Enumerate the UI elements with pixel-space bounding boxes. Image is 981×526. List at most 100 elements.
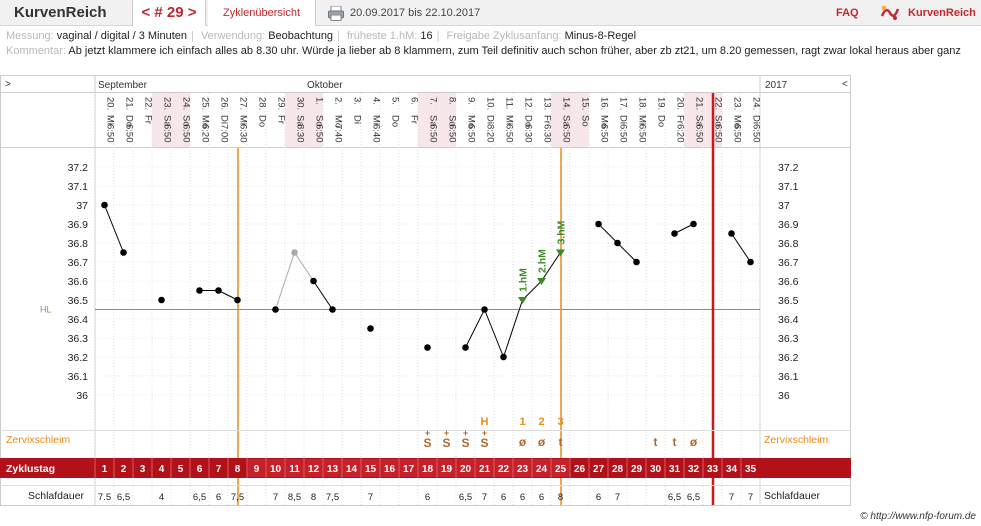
top-bar: KurvenReich < # 29 > Zyklenübersicht 20.… <box>0 0 981 26</box>
cycle-day-number[interactable]: 26 <box>574 464 586 475</box>
cycle-day-number[interactable]: 23 <box>517 464 529 475</box>
cycle-day-number[interactable]: 24 <box>536 464 548 475</box>
cycle-day-number[interactable]: 15 <box>365 464 377 475</box>
brand-title[interactable]: KurvenReich <box>14 4 107 21</box>
temperature-point[interactable] <box>291 249 298 256</box>
weekday-label: Mo <box>333 115 344 128</box>
y-tick-label-right: 37 <box>778 200 790 212</box>
temperature-point[interactable] <box>196 287 203 294</box>
sleep-value: 6,5 <box>193 492 206 503</box>
cycle-day-number[interactable]: 31 <box>669 464 681 475</box>
cycle-day-number[interactable]: 33 <box>707 464 719 475</box>
cycle-day-number[interactable]: 18 <box>422 464 434 475</box>
date-label: 15. <box>580 97 591 110</box>
high-measurement-point[interactable] <box>556 249 565 257</box>
temperature-point[interactable] <box>633 258 640 266</box>
temperature-point[interactable] <box>614 239 621 247</box>
date-label: 16. <box>599 97 610 110</box>
nav-right-arrow[interactable]: < <box>842 79 848 90</box>
date-label: 5. <box>390 97 401 105</box>
cycle-day-number[interactable]: 30 <box>650 464 662 475</box>
cycle-day-number[interactable]: 3 <box>140 464 146 475</box>
temperature-point[interactable] <box>234 296 241 304</box>
curve-segment <box>541 252 561 282</box>
cycle-day-number[interactable]: 12 <box>308 464 320 475</box>
temperature-point[interactable] <box>158 296 165 304</box>
kurvenreich-logo-icon[interactable] <box>880 3 900 23</box>
cycle-day-number[interactable]: 16 <box>384 464 396 475</box>
cycle-day-number[interactable]: 9 <box>254 464 260 475</box>
date-label: 6. <box>409 97 420 105</box>
weekend-header-bg <box>418 93 437 147</box>
cycle-day-number[interactable]: 32 <box>688 464 700 475</box>
printer-icon[interactable] <box>328 5 344 21</box>
temperature-point[interactable] <box>120 249 127 256</box>
temperature-point[interactable] <box>215 287 222 294</box>
curve-segment <box>104 204 124 253</box>
cycle-day-number[interactable]: 28 <box>612 464 624 475</box>
curve-segment <box>617 242 637 263</box>
faq-link[interactable]: FAQ <box>836 7 859 19</box>
temperature-point[interactable] <box>690 220 697 228</box>
cycle-day-number[interactable]: 10 <box>270 464 282 475</box>
temperature-point[interactable] <box>329 306 336 313</box>
temperature-point[interactable] <box>462 344 469 351</box>
sleep-value: 6 <box>216 492 221 503</box>
temperature-point[interactable] <box>671 230 678 237</box>
curve-segment <box>465 309 485 348</box>
weekday-label: Mo <box>732 115 743 128</box>
cycle-info-line: Messung: vaginal / digital / 3 Minuten | … <box>6 30 637 42</box>
high-measurement-point[interactable] <box>518 297 527 304</box>
nav-left-arrow[interactable]: > <box>5 79 11 90</box>
cycle-day-number[interactable]: 22 <box>498 464 510 475</box>
cycle-day-number[interactable]: 8 <box>235 464 241 475</box>
cycle-day-number[interactable]: 19 <box>441 464 453 475</box>
cycle-day-number[interactable]: 34 <box>726 464 738 475</box>
cycle-day-number[interactable]: 21 <box>479 464 491 475</box>
cycle-navigator[interactable]: < # 29 > <box>132 0 206 26</box>
temperature-point[interactable] <box>728 230 735 237</box>
sleep-value: 7 <box>748 492 753 503</box>
temperature-point[interactable] <box>101 201 108 209</box>
cycle-day-number[interactable]: 11 <box>289 464 300 475</box>
copyright[interactable]: © http://www.nfp-forum.de <box>860 511 976 522</box>
high-marker-label: 3.hM <box>556 220 568 244</box>
temperature-point[interactable] <box>747 258 754 266</box>
curve-segment <box>731 233 751 263</box>
temperature-point[interactable] <box>310 277 317 285</box>
logo-text[interactable]: KurvenReich <box>908 7 976 19</box>
cycle-overview-tab[interactable]: Zyklenübersicht <box>208 0 316 26</box>
time-label: 6:50 <box>124 124 135 143</box>
cycle-day-number[interactable]: 6 <box>197 464 203 475</box>
cycle-day-number[interactable]: 2 <box>121 464 127 475</box>
temperature-point[interactable] <box>500 353 507 361</box>
cycle-day-number[interactable]: 14 <box>346 464 358 475</box>
date-label: 7. <box>428 97 439 105</box>
time-label: 6:50 <box>181 124 192 143</box>
cycle-day-number[interactable]: 1 <box>102 464 108 475</box>
temperature-point[interactable] <box>595 220 602 228</box>
cycle-day-number[interactable]: 35 <box>745 464 757 475</box>
temperature-point[interactable] <box>481 306 488 313</box>
cycle-day-number[interactable]: 25 <box>555 464 567 475</box>
cycle-day-number[interactable]: 7 <box>216 464 222 475</box>
cycle-day-number[interactable]: 29 <box>631 464 643 475</box>
cycle-day-number[interactable]: 17 <box>403 464 415 475</box>
cycle-day-number[interactable]: 27 <box>593 464 605 475</box>
measurement-label: Messung: <box>6 30 54 42</box>
weekend-header-bg <box>684 93 703 147</box>
time-label: 8:30 <box>295 124 306 143</box>
cycle-day-number[interactable]: 13 <box>327 464 339 475</box>
cycle-day-number[interactable]: 5 <box>178 464 184 475</box>
sleep-value: 6,5 <box>668 492 681 503</box>
temperature-point[interactable] <box>272 306 279 313</box>
sleep-value: 7 <box>482 492 487 503</box>
date-label: 21. <box>124 97 135 110</box>
temperature-point[interactable] <box>367 325 374 332</box>
sleep-value: 6 <box>501 492 506 503</box>
cycle-day-number[interactable]: 4 <box>159 464 165 475</box>
temperature-point[interactable] <box>424 344 431 351</box>
high-measurement-point[interactable] <box>537 278 546 285</box>
cycle-day-number[interactable]: 20 <box>460 464 472 475</box>
y-tick-label-left: 36.7 <box>68 257 89 269</box>
